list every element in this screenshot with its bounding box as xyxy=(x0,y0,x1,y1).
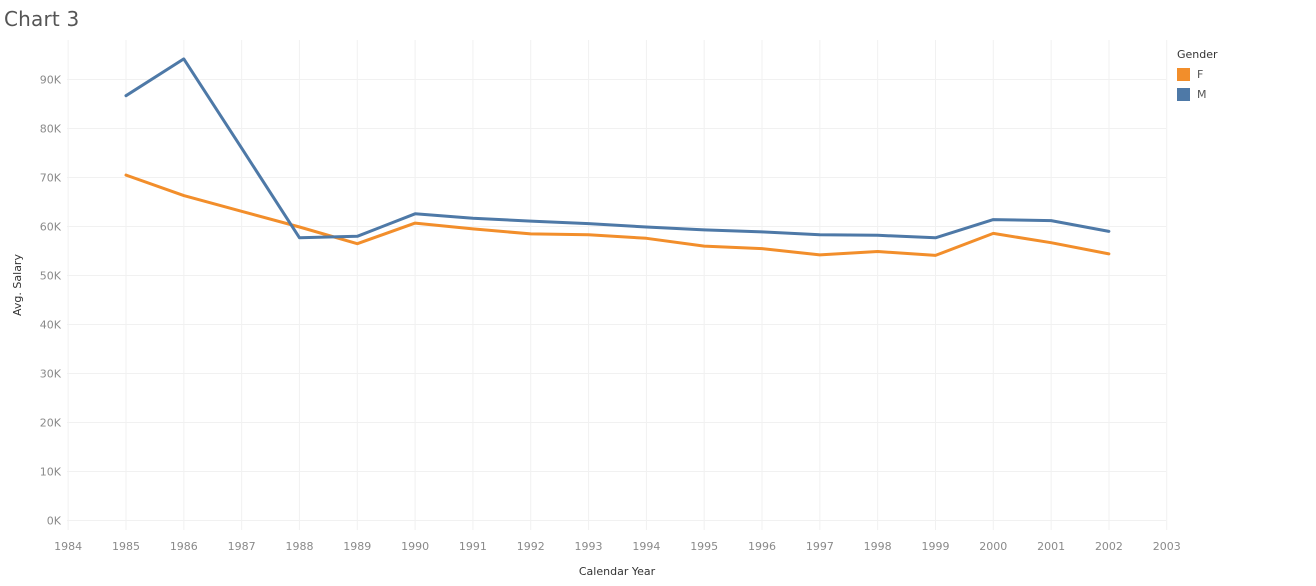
x-tick-label-1995: 1995 xyxy=(690,540,718,553)
x-axis-ticks: 1984 1985 1986 1987 1988 1989 1990 1991 1992 1993… xyxy=(54,540,1181,553)
x-tick-label-1984: 1984 xyxy=(54,540,82,553)
series-line-m[interactable] xyxy=(124,57,1111,240)
legend-label-f: F xyxy=(1197,67,1204,81)
x-axis-title: Calendar Year xyxy=(579,565,656,578)
y-tick-label-80K: 80K xyxy=(40,123,62,136)
series-line-f[interactable] xyxy=(124,173,1111,257)
x-tick-label-1997: 1997 xyxy=(806,540,834,553)
legend-label-m: M xyxy=(1197,87,1207,101)
y-axis-title: Avg. Salary xyxy=(11,254,24,316)
legend-title: Gender xyxy=(1177,48,1218,61)
x-tick-label-1985: 1985 xyxy=(112,540,140,553)
x-tick-label-1993: 1993 xyxy=(575,540,603,553)
x-tick-label-1987: 1987 xyxy=(228,540,256,553)
x-tick-label-1989: 1989 xyxy=(343,540,371,553)
x-tick-label-2000: 2000 xyxy=(979,540,1007,553)
x-tick-label-2001: 2001 xyxy=(1037,540,1065,553)
x-tick-label-1992: 1992 xyxy=(517,540,545,553)
x-tick-label-1999: 1999 xyxy=(921,540,949,553)
y-axis-ticks: 0K 10K 20K 30K 40K 50K 60K 70K 80K 90K xyxy=(40,74,62,528)
x-tick-label-2002: 2002 xyxy=(1095,540,1123,553)
x-tick-label-1998: 1998 xyxy=(864,540,892,553)
legend-swatch-m xyxy=(1177,87,1190,101)
legend-swatch-f xyxy=(1177,67,1190,81)
x-tick-label-2003: 2003 xyxy=(1153,540,1181,553)
y-tick-label-10K: 10K xyxy=(40,466,62,479)
legend-item-f[interactable]: F xyxy=(1177,64,1218,84)
gridlines xyxy=(67,40,1168,530)
x-tick-label-1994: 1994 xyxy=(632,540,660,553)
y-tick-label-40K: 40K xyxy=(40,319,62,332)
y-tick-label-50K: 50K xyxy=(40,270,62,283)
x-tick-label-1988: 1988 xyxy=(285,540,313,553)
y-tick-label-70K: 70K xyxy=(40,172,62,185)
x-tick-label-1996: 1996 xyxy=(748,540,776,553)
x-tick-label-1991: 1991 xyxy=(459,540,487,553)
y-tick-label-30K: 30K xyxy=(40,368,62,381)
x-tick-label-1986: 1986 xyxy=(170,540,198,553)
y-tick-label-20K: 20K xyxy=(40,417,62,430)
legend: Gender F M xyxy=(1177,48,1218,104)
y-tick-label-0K: 0K xyxy=(47,515,62,528)
y-tick-label-90K: 90K xyxy=(40,74,62,87)
legend-item-m[interactable]: M xyxy=(1177,84,1218,104)
series-lines xyxy=(124,57,1111,257)
x-tick-label-1990: 1990 xyxy=(401,540,429,553)
chart-title: Chart 3 xyxy=(4,7,80,31)
y-tick-label-60K: 60K xyxy=(40,221,62,234)
